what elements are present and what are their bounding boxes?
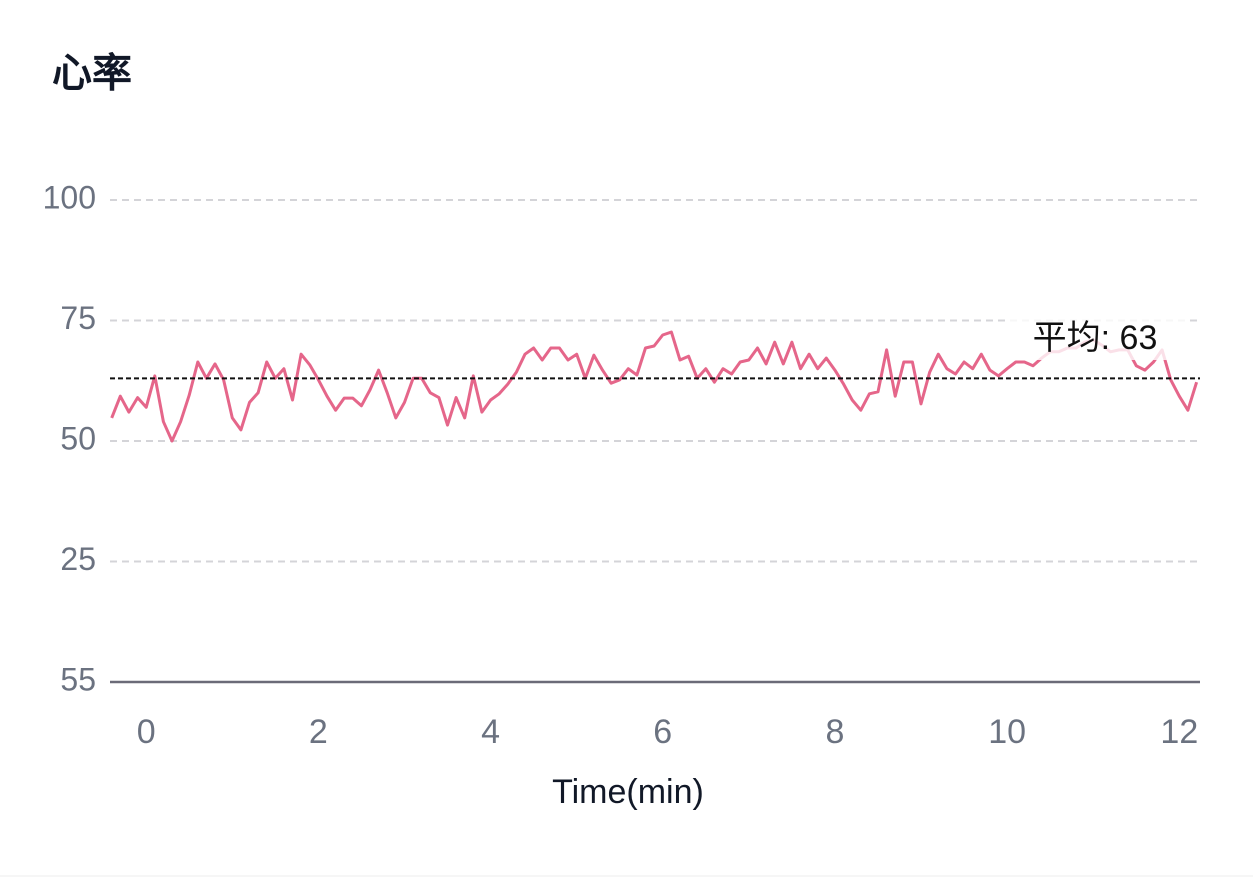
y-tick-label: 25 [60, 541, 96, 577]
line-series [110, 330, 1199, 443]
x-tick-label: 2 [309, 713, 328, 751]
mean-label: 平均: 63 [1033, 319, 1158, 357]
x-tick-label: 10 [988, 713, 1026, 751]
annotation-bg [1005, 318, 1185, 360]
y-tick-label: 50 [60, 420, 96, 456]
x-tick-label: 6 [653, 713, 672, 751]
x-axis-label: Time(min) [552, 773, 704, 811]
y-tick-label: 100 [43, 179, 96, 215]
y-tick-label: 75 [60, 300, 96, 336]
x-tick-label: 12 [1160, 713, 1198, 751]
chart-title: 心率 [52, 52, 132, 96]
x-tick-label: 4 [481, 713, 500, 751]
x-tick-label: 8 [825, 713, 844, 751]
y-tick-label: 55 [60, 661, 96, 697]
x-tick-label: 0 [137, 713, 156, 751]
